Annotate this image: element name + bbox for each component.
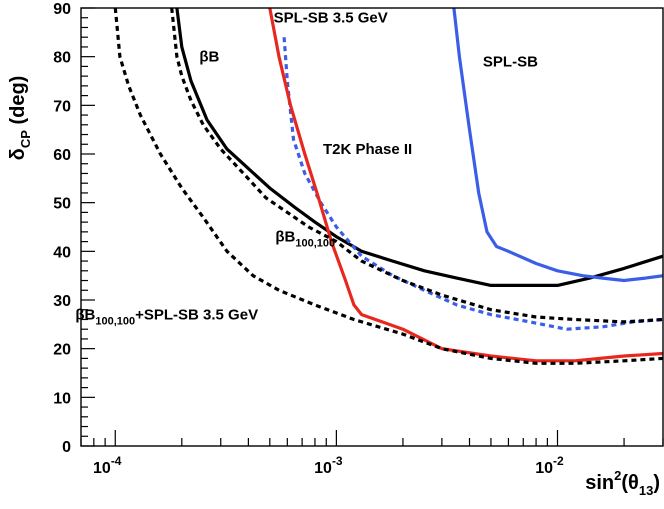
x-title-open: (θ	[621, 472, 638, 494]
x-tick-base: 10	[314, 460, 332, 477]
annotation-text: βB	[75, 306, 95, 323]
y-tick-label-60: 60	[53, 147, 71, 164]
series-layer	[113, 8, 663, 365]
x-tick-label-0: 10-4	[93, 454, 122, 477]
y-tick-label-0: 0	[62, 439, 71, 456]
x-tick-exponent: -2	[553, 454, 564, 468]
x-tick-label-1: 10-3	[314, 454, 343, 477]
x-title-base: sin	[585, 472, 614, 494]
y-tick-label-40: 40	[53, 244, 71, 261]
series-line-1-spl-sb-3-5-gev	[282, 37, 663, 331]
series-line-2-spl-sb	[452, 8, 663, 283]
y-tick-label-20: 20	[53, 342, 71, 359]
annotation-betab100: βB100,100	[275, 229, 335, 250]
y-title-rest: (deg)	[7, 76, 29, 130]
y-tick-label-10: 10	[53, 390, 71, 407]
series-line-5--b100-100-spl-sb-3-5-gev	[113, 8, 663, 365]
series-line-4--b100-100	[170, 8, 663, 324]
annotation-splsb: SPL-SB	[483, 53, 538, 70]
y-title-sub: CP	[18, 130, 33, 148]
x-title-close: )	[653, 472, 660, 494]
plot-frame	[80, 7, 664, 447]
annotation-text: βB	[199, 49, 219, 66]
y-tick-label-80: 80	[53, 50, 71, 67]
annotation-subscript: 100,100	[295, 238, 335, 250]
annotation-subscript: 100,100	[95, 315, 135, 327]
x-tick-exponent: -4	[111, 454, 122, 468]
series-line-3-t2k-phase-ii	[268, 8, 663, 363]
annotation-text: T2K Phase II	[323, 141, 412, 158]
annotation-t2k: T2K Phase II	[323, 141, 412, 158]
x-axis-title: sin2(θ13)	[585, 468, 660, 498]
x-title-sub: 13	[639, 483, 653, 498]
annotation-text: SPL-SB 3.5 GeV	[274, 10, 388, 27]
annotation-spl35: SPL-SB 3.5 GeV	[274, 10, 388, 27]
y-tick-label-30: 30	[53, 293, 71, 310]
annotation-text: SPL-SB	[483, 53, 538, 70]
annotation-text: βB	[275, 229, 295, 246]
annotation-betab: βB	[199, 49, 219, 66]
x-tick-label-2: 10-2	[535, 454, 564, 477]
annotation-rest: +SPL-SB 3.5 GeV	[135, 306, 258, 323]
y-tick-label-50: 50	[53, 196, 71, 213]
series-line-0--b	[175, 8, 663, 287]
y-axis-title: δCP (deg)	[7, 76, 33, 161]
y-tick-label-70: 70	[53, 98, 71, 115]
x-tick-base: 10	[535, 460, 553, 477]
x-tick-base: 10	[93, 460, 111, 477]
y-tick-label-90: 90	[53, 1, 71, 18]
y-title-base: δ	[7, 148, 29, 160]
x-tick-exponent: -3	[332, 454, 343, 468]
x-title-sup: 2	[614, 468, 621, 483]
